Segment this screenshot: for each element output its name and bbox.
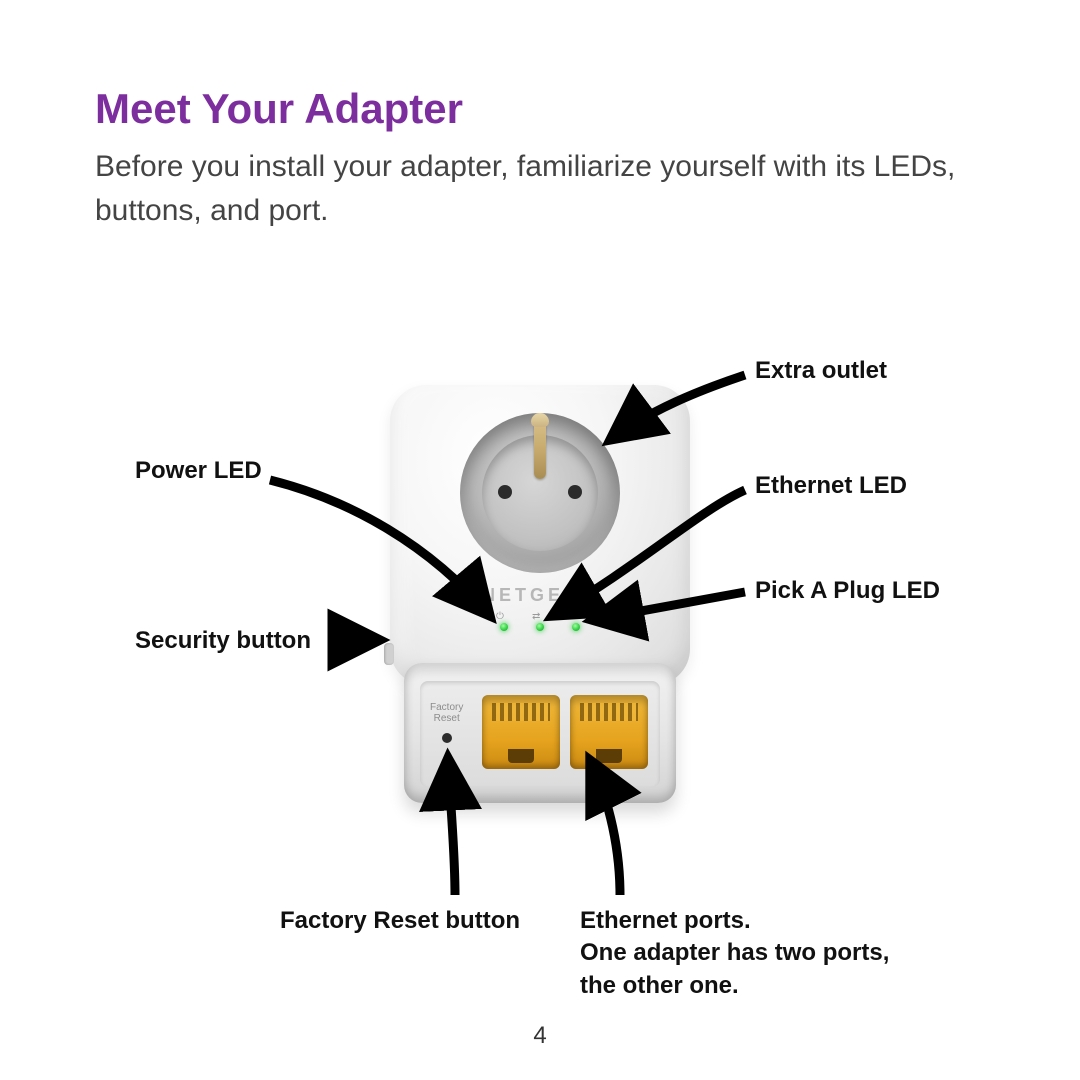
ethernet-port-1: [482, 695, 560, 769]
callout-ethernet-led: Ethernet LED: [755, 470, 907, 502]
ethernet-port-2: [570, 695, 648, 769]
outlet-hole-left: [498, 485, 512, 499]
factory-reset-print: Factory Reset: [430, 703, 463, 724]
ethernet-led: [536, 623, 544, 631]
ground-pin-tip: [531, 413, 549, 427]
callout-security-button: Security button: [135, 625, 311, 657]
power-led: [500, 623, 508, 631]
factory-reset-hole: [442, 733, 452, 743]
ethernet-led-icon: ⇄: [532, 611, 540, 622]
adapter-illustration: NETGEAR ⏻ ⇄ ⌂ Factory Reset: [390, 385, 690, 805]
security-button-nub: [384, 643, 394, 665]
brand-label: NETGEAR: [390, 585, 690, 606]
callout-pick-a-plug-led: Pick A Plug LED: [755, 575, 940, 607]
callout-ethernet-ports: Ethernet ports. One adapter has two port…: [580, 905, 889, 1002]
callout-extra-outlet: Extra outlet: [755, 355, 887, 387]
pickaplug-led-icon: ⌂: [568, 611, 574, 622]
callout-factory-reset: Factory Reset button: [280, 905, 520, 937]
page-number: 4: [0, 1022, 1080, 1050]
ground-pin: [534, 419, 546, 479]
power-led-icon: ⏻: [496, 611, 504, 622]
outlet-hole-right: [568, 485, 582, 499]
pickaplug-led: [572, 623, 580, 631]
intro-paragraph: Before you install your adapter, familia…: [95, 145, 995, 232]
callout-power-led: Power LED: [135, 455, 262, 487]
manual-page: Meet Your Adapter Before you install you…: [0, 0, 1080, 1080]
page-heading: Meet Your Adapter: [95, 85, 463, 133]
